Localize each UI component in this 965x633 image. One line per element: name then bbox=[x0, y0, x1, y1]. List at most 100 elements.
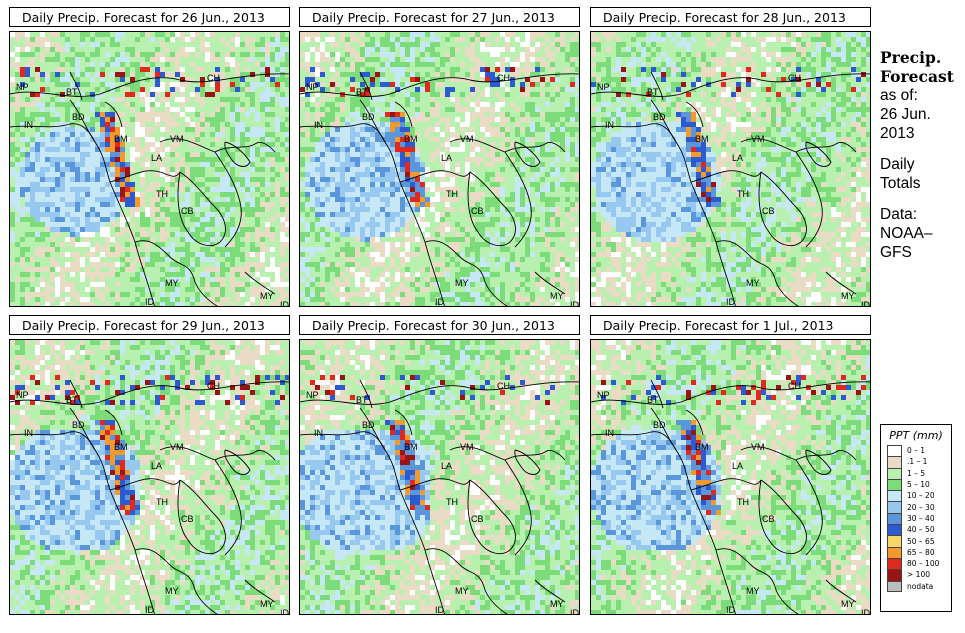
region-label: LA bbox=[441, 153, 453, 163]
legend-swatch bbox=[887, 524, 902, 536]
legend-label: 20 – 30 bbox=[907, 502, 935, 512]
region-label: ID bbox=[861, 608, 870, 615]
legend-label: 65 – 80 bbox=[907, 547, 935, 557]
precip-map: NP BT IN BD BM CH VM LA TH CB MY ID MY ID bbox=[9, 31, 290, 307]
region-label: BM bbox=[114, 442, 128, 452]
region-label: NP bbox=[16, 390, 29, 400]
legend-swatch bbox=[887, 490, 902, 502]
region-label: CB bbox=[762, 514, 775, 524]
as-of-date: 26 Jun. bbox=[880, 106, 931, 123]
legend-row: 10 – 20 bbox=[887, 490, 951, 502]
region-label: MY bbox=[550, 599, 564, 609]
legend-label: 0 – 1 bbox=[907, 446, 926, 456]
region-label: CH bbox=[207, 73, 220, 83]
region-label: LA bbox=[441, 461, 453, 471]
region-label: MY bbox=[165, 278, 179, 288]
legend-label: .1 – 1 bbox=[907, 457, 928, 467]
legend-swatch bbox=[887, 580, 902, 592]
region-label: BT bbox=[647, 395, 659, 405]
region-label: BM bbox=[114, 134, 128, 144]
region-label: ID bbox=[726, 605, 735, 615]
region-label: CH bbox=[497, 381, 510, 391]
panel-title: Daily Precip. Forecast for 27 Jun., 2013 bbox=[299, 7, 580, 27]
region-label: LA bbox=[151, 153, 163, 163]
region-label: CH bbox=[788, 73, 801, 83]
legend-row: .1 – 1 bbox=[887, 456, 951, 468]
precip-map: NP BT IN BD BM CH VM LA TH CB MY ID MY ID bbox=[299, 339, 580, 615]
forecast-panel-26-Jun-2013: Daily Precip. Forecast for 26 Jun., 2013… bbox=[9, 7, 290, 307]
region-label: CB bbox=[181, 514, 194, 524]
legend-row: 5 – 10 bbox=[887, 478, 951, 491]
precip-map: NP BT IN BD BM CH VM LA TH CB MY ID MY ID bbox=[9, 339, 290, 615]
region-label: TH bbox=[446, 497, 458, 507]
region-label: BD bbox=[362, 112, 375, 122]
region-label: MY bbox=[746, 278, 760, 288]
legend-row: 0 – 1 bbox=[887, 445, 951, 457]
region-label: MY bbox=[455, 586, 469, 596]
region-label: ID bbox=[435, 605, 444, 615]
legend-swatch bbox=[887, 467, 902, 479]
region-label: MY bbox=[165, 586, 179, 596]
region-label: BD bbox=[72, 112, 85, 122]
legend-row: nodata bbox=[887, 580, 951, 592]
region-label: ID bbox=[145, 605, 154, 615]
region-label: LA bbox=[732, 153, 744, 163]
region-label: MY bbox=[746, 586, 760, 596]
precip-raster bbox=[300, 32, 579, 306]
region-label: CH bbox=[497, 73, 510, 83]
region-label: IN bbox=[314, 120, 323, 130]
heading-line1: Precip. bbox=[880, 48, 942, 67]
region-label: IN bbox=[24, 428, 33, 438]
panel-title: Daily Precip. Forecast for 30 Jun., 2013 bbox=[299, 315, 580, 335]
region-label: NP bbox=[306, 82, 319, 92]
forecast-panel-29-Jun-2013: Daily Precip. Forecast for 29 Jun., 2013… bbox=[9, 315, 290, 615]
legend-swatch bbox=[887, 456, 902, 468]
legend-swatch bbox=[887, 569, 902, 581]
legend-label: > 100 bbox=[907, 570, 930, 580]
region-label: BM bbox=[695, 134, 709, 144]
legend-row: 30 – 40 bbox=[887, 512, 951, 525]
region-label: IN bbox=[314, 428, 323, 438]
region-label: BM bbox=[695, 442, 709, 452]
region-label: LA bbox=[151, 461, 163, 471]
panel-title: Daily Precip. Forecast for 1 Jul., 2013 bbox=[590, 315, 871, 335]
legend-row: > 100 bbox=[887, 569, 951, 581]
region-label: CH bbox=[788, 381, 801, 391]
region-label: BT bbox=[66, 87, 78, 97]
precip-raster bbox=[300, 340, 579, 614]
map-info-panel: Precip. Forecast as of: 26 Jun. 2013 Dai… bbox=[880, 48, 964, 262]
region-label: IN bbox=[605, 120, 614, 130]
heading-line2: Forecast bbox=[880, 67, 954, 86]
region-label: TH bbox=[737, 497, 749, 507]
region-label: ID bbox=[280, 608, 289, 615]
legend-row: 65 – 80 bbox=[887, 546, 951, 558]
legend-label: 40 – 50 bbox=[907, 525, 935, 535]
source-line3: GFS bbox=[880, 244, 912, 261]
legend-swatch bbox=[887, 546, 902, 558]
legend-label: 50 – 65 bbox=[907, 536, 935, 546]
precip-raster bbox=[591, 32, 870, 306]
region-label: LA bbox=[732, 461, 744, 471]
region-label: IN bbox=[605, 428, 614, 438]
region-label: BT bbox=[356, 395, 368, 405]
region-label: IN bbox=[24, 120, 33, 130]
legend-label: 30 – 40 bbox=[907, 513, 935, 523]
precip-raster bbox=[10, 340, 289, 614]
region-label: VM bbox=[170, 442, 184, 452]
legend-swatch bbox=[887, 501, 902, 513]
legend-swatch bbox=[887, 478, 902, 491]
region-label: VM bbox=[170, 134, 184, 144]
region-label: CB bbox=[181, 206, 194, 216]
legend-swatch bbox=[887, 557, 902, 570]
region-label: ID bbox=[726, 297, 735, 307]
region-label: BD bbox=[362, 420, 375, 430]
legend-label: 80 – 100 bbox=[907, 559, 940, 569]
precip-map: NP BT IN BD BM CH VM LA TH CB MY ID MY ID bbox=[590, 31, 871, 307]
region-label: NP bbox=[597, 82, 610, 92]
region-label: BD bbox=[72, 420, 85, 430]
region-label: NP bbox=[16, 82, 29, 92]
region-label: TH bbox=[737, 189, 749, 199]
panel-title: Daily Precip. Forecast for 29 Jun., 2013 bbox=[9, 315, 290, 335]
region-label: MY bbox=[455, 278, 469, 288]
